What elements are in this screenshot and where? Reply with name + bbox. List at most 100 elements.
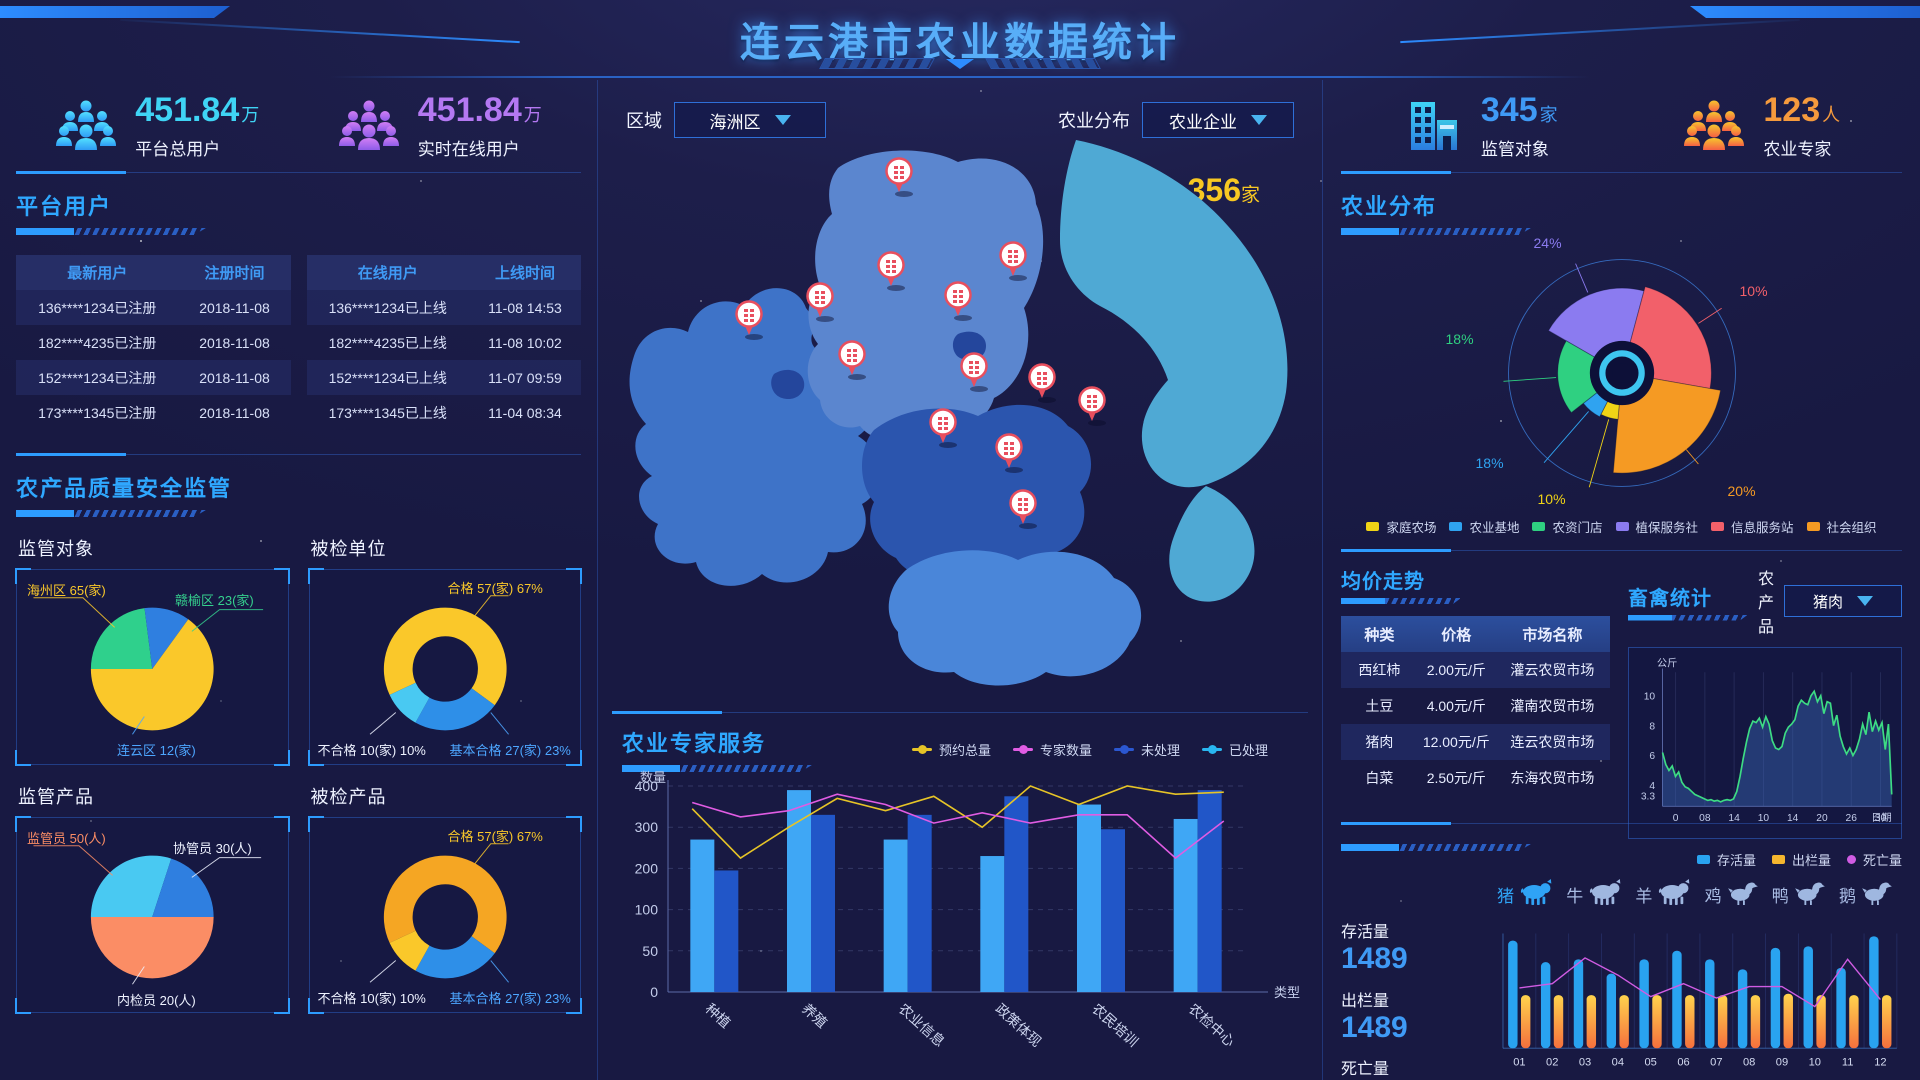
legend-item[interactable]: 预约总量 xyxy=(912,740,991,759)
animal-label: 牛 xyxy=(1566,887,1584,906)
map-pin[interactable] xyxy=(1028,363,1057,404)
table-cell: 173****1345已上线 xyxy=(328,404,447,421)
svg-text:100: 100 xyxy=(635,902,659,918)
svg-text:12: 12 xyxy=(1874,1056,1886,1068)
table-cell: 2.50元/斤 xyxy=(1426,770,1486,786)
distribution-dropdown[interactable]: 农业企业 xyxy=(1142,102,1294,138)
page-title: 连云港市农业数据统计 xyxy=(740,21,1180,65)
chevron-down-icon xyxy=(1857,596,1873,606)
chart-title-supervision-objects: 监管对象 xyxy=(18,539,94,559)
animal-tab-鸭[interactable]: 鸭 xyxy=(1772,879,1825,910)
region-dropdown[interactable]: 海洲区 xyxy=(674,102,826,138)
livestock-stat-value: 1489 xyxy=(1341,942,1408,975)
legend-item[interactable]: 社会组织 xyxy=(1806,517,1877,536)
stat-agri-experts: 123 人 农业专家 xyxy=(1622,93,1903,160)
legend-item[interactable]: 出栏量 xyxy=(1771,850,1831,869)
livestock-stat-label: 存活量 xyxy=(1341,924,1390,941)
legend-item[interactable]: 死亡量 xyxy=(1846,850,1902,869)
animal-tab-鸡[interactable]: 鸡 xyxy=(1705,879,1758,910)
map-pin[interactable] xyxy=(995,433,1024,474)
rose-percent-label: 20% xyxy=(1727,483,1756,499)
map-pin[interactable] xyxy=(735,300,764,341)
legend-item[interactable]: 农业基地 xyxy=(1449,517,1519,536)
map-pin[interactable] xyxy=(838,340,867,381)
animal-label: 猪 xyxy=(1497,887,1514,906)
expert-services-bar-chart: 0 50 100 200 300 400 数量 类型 种植 养殖 农业信息 政策体现 农民培训 农检中心 xyxy=(612,770,1308,1072)
map-pin[interactable] xyxy=(960,352,989,393)
section-title-decoration xyxy=(1341,228,1531,235)
section-title-decoration xyxy=(622,765,812,772)
svg-text:3.3: 3.3 xyxy=(1641,792,1656,803)
price-table-row: 土豆 4.00元/斤 灌南农贸市场 xyxy=(1341,688,1610,724)
legend-label: 专家数量 xyxy=(1040,742,1093,758)
pie-callout-label: 连云区 12(家) xyxy=(117,743,196,758)
livestock-stat: 存活量 1489 xyxy=(1341,918,1491,977)
column-header: 最新用户 xyxy=(67,265,128,282)
table-cell: 152****1234已上线 xyxy=(328,369,447,386)
legend-item[interactable]: 专家数量 xyxy=(1013,740,1092,759)
pie-callout-label: 合格 57(家) 67% xyxy=(447,829,543,844)
svg-text:种植: 种植 xyxy=(702,1000,734,1031)
legend-item[interactable]: 农资门店 xyxy=(1532,517,1603,536)
map-pin[interactable] xyxy=(885,157,914,198)
svg-text:300: 300 xyxy=(635,819,659,835)
map-pin[interactable] xyxy=(877,251,906,292)
column-header: 注册时间 xyxy=(204,265,265,282)
legend-item[interactable]: 存活量 xyxy=(1696,850,1756,869)
region-map[interactable] xyxy=(606,138,1312,700)
online-table-header-row: 在线用户 上线时间 xyxy=(306,255,581,290)
register-table: 最新用户 注册时间 136****1234已注册 2018-11-08 182****4… xyxy=(16,255,291,430)
table-cell: 4.00元/斤 xyxy=(1426,698,1486,714)
animal-label: 鹅 xyxy=(1838,887,1856,906)
legend-item[interactable]: 植保服务社 xyxy=(1615,517,1698,536)
svg-text:10: 10 xyxy=(1809,1056,1821,1068)
stat-supervision-objects: 345 家 监管对象 xyxy=(1341,93,1622,160)
supervision-objects-label: 监管对象 xyxy=(1480,139,1549,159)
product-dropdown[interactable]: 猪肉 xyxy=(1784,585,1902,617)
center-panel: 区域 海洲区 农业分布 农业企业 356家 农业专家服务 预约总量 专家数量 未处理… xyxy=(598,80,1322,1080)
animal-tab-鹅[interactable]: 鹅 xyxy=(1839,879,1892,910)
supervision-objects-pie-chart: 海州区 65(家) 赣榆区 23(家) 连云区 12(家) xyxy=(15,568,290,766)
table-cell: 173****1345已注册 xyxy=(38,404,157,421)
users-group-icon xyxy=(55,98,117,154)
animal-tab-羊[interactable]: 羊 xyxy=(1635,879,1690,910)
section-title-decoration xyxy=(1341,598,1461,604)
agri-distribution-legend: 家庭农场 农业基地 农资门店 植保服务社 信息服务站 社会组织 xyxy=(1341,517,1902,536)
legend-swatch xyxy=(1449,522,1463,531)
livestock-stat: 死亡量1456 xyxy=(1341,1055,1491,1080)
table-cell: 东海农贸市场 xyxy=(1510,770,1595,786)
legend-item[interactable]: 已处理 xyxy=(1202,740,1268,759)
agri-experts-value: 123 xyxy=(1763,90,1821,129)
register-table-row: 173****1345已注册 2018-11-08 xyxy=(16,395,291,430)
legend-item[interactable]: 家庭农场 xyxy=(1366,517,1436,536)
table-cell: 11-07 09:59 xyxy=(488,369,562,386)
price-table: 种类 价格 市场名称 西红柿 2.00元/斤 灌云农贸市场 土豆 4.00元/斤 灌南农贸市场猪… xyxy=(1341,616,1610,796)
price-table-row: 白菜 2.50元/斤 东海农贸市场 xyxy=(1341,760,1610,796)
stat-online-users: 451.84 万 实时在线用户 xyxy=(299,93,582,160)
section-title-platform-users: 平台用户 xyxy=(16,194,113,219)
animal-label: 鸭 xyxy=(1771,887,1789,906)
legend-item[interactable]: 未处理 xyxy=(1114,740,1180,759)
svg-text:20: 20 xyxy=(1816,813,1828,824)
map-pin[interactable] xyxy=(944,281,973,322)
map-pin[interactable] xyxy=(806,282,835,323)
legend-item[interactable]: 信息服务站 xyxy=(1711,517,1794,536)
animal-tab-牛[interactable]: 牛 xyxy=(1566,879,1621,910)
right-panel: 345 家 监管对象 123 人 农业专家 农业分布 24% 10% 20% 10% 18%… xyxy=(1322,80,1920,1080)
register-table-row: 152****1234已注册 2018-11-08 xyxy=(16,360,291,395)
region-select: 区域 海洲区 xyxy=(626,102,826,138)
users-group-icon xyxy=(338,98,400,154)
map-pin[interactable] xyxy=(929,408,958,449)
livestock-stat-label: 死亡量 xyxy=(1341,1061,1390,1078)
legend-swatch xyxy=(1532,522,1546,531)
map-pin[interactable] xyxy=(999,241,1028,282)
table-cell: 连云农贸市场 xyxy=(1510,734,1595,750)
map-pin[interactable] xyxy=(1078,386,1107,427)
pie-callout-label: 内检员 20(人) xyxy=(117,993,196,1008)
table-cell: 11-08 10:02 xyxy=(488,334,562,351)
animal-icon xyxy=(1862,879,1892,910)
animal-tab-猪[interactable]: 猪 xyxy=(1497,879,1552,910)
map-pin[interactable] xyxy=(1009,489,1038,530)
table-cell: 白菜 xyxy=(1365,770,1394,786)
